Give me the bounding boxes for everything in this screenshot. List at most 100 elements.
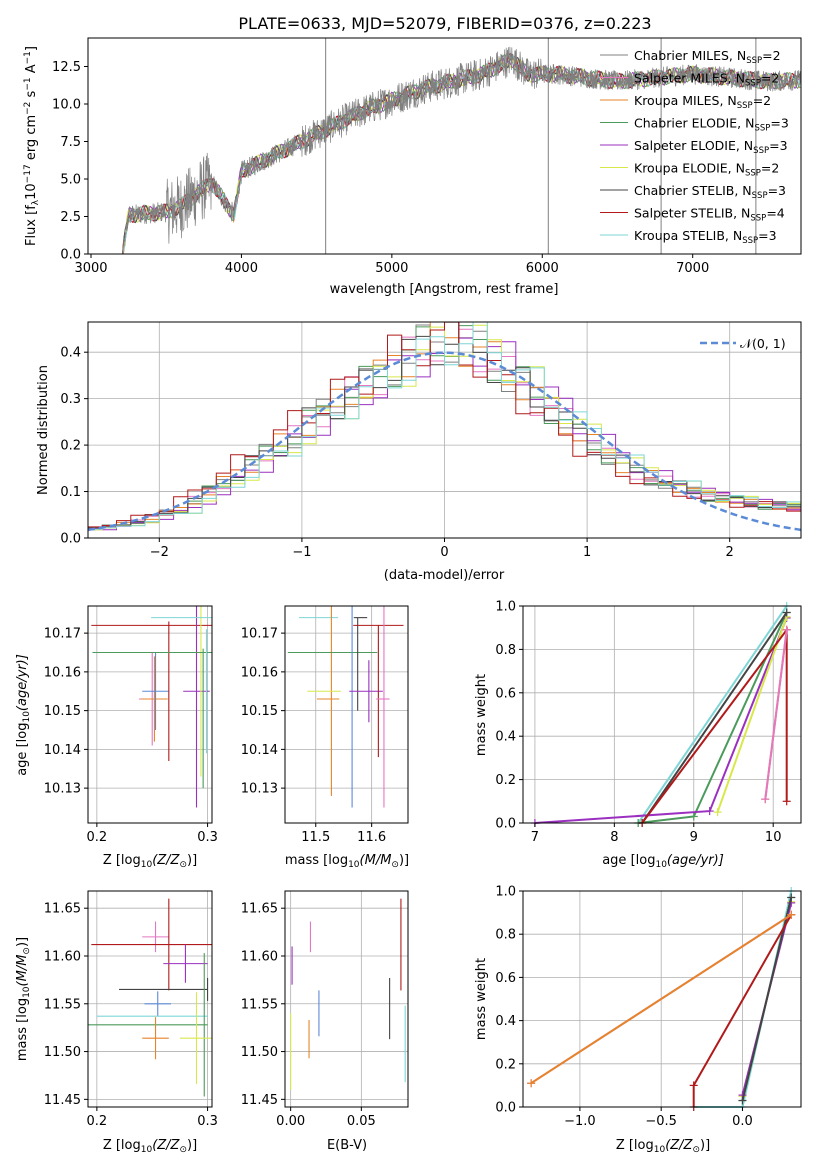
- y-tick-label: 11.45: [241, 1093, 278, 1108]
- residual-y-label: Normed distribution: [36, 365, 51, 495]
- mass-z-x-label: Z [log10(Z/Z⊙)]: [103, 1138, 197, 1155]
- mw-age-y-label: mass weight: [474, 674, 489, 756]
- y-tick-label: 0.4: [60, 346, 81, 361]
- observed-spectrum-line: [122, 46, 801, 254]
- mw-age-frame: [522, 605, 802, 824]
- legend-label: Chabrier STELIB, NSSP=3: [634, 183, 786, 201]
- y-tick-label: 0.2: [495, 773, 516, 788]
- mass-weight-line: [741, 897, 793, 1101]
- x-tick-label: −0.5: [645, 1114, 677, 1129]
- spectrum-legend: Chabrier MILES, NSSP=2 Salpeter MILES, NS…: [600, 48, 789, 246]
- x-tick-label: 0.2: [87, 1114, 108, 1129]
- mw-age-x-ticks: 7 8 9 10: [531, 823, 782, 845]
- legend-label: Chabrier ELODIE, NSSP=3: [634, 116, 789, 134]
- y-tick-label: 7.5: [60, 135, 81, 150]
- mw-age-y-ticks: 0.0 0.2 0.4 0.6 0.8 1.0: [495, 600, 523, 832]
- x-tick-label: 0.3: [197, 830, 218, 845]
- legend-label: Kroupa STELIB, NSSP=3: [634, 228, 777, 246]
- mass-ebv-frame: [284, 890, 409, 1108]
- x-tick-label: −1.0: [564, 1114, 596, 1129]
- residual-histogram-line: [88, 322, 801, 530]
- y-tick-label: 5.0: [60, 173, 81, 188]
- spectrum-x-ticks: 3000 4000 5000 6000 7000: [74, 254, 709, 276]
- residual-histogram-line: [88, 322, 801, 528]
- massweight-vs-age-panel: 7 8 9 10 0.0 0.2 0.4 0.6 0.8 1.0 age [log10(age/…: [474, 600, 802, 870]
- mass-weight-line: [764, 629, 788, 800]
- residual-x-ticks: −2 −1 0 1 2: [150, 538, 734, 560]
- mass-ebv-data-layer: [290, 898, 406, 1090]
- x-tick-label: −2: [150, 545, 169, 560]
- y-tick-label: 0.4: [495, 1014, 516, 1029]
- residual-clipped-group: [88, 322, 801, 532]
- age-mass-frame: [284, 605, 409, 824]
- y-tick-label: 10.14: [241, 743, 278, 758]
- age-z-y-ticks: 10.13 10.14 10.15 10.16 10.17: [44, 627, 88, 797]
- x-tick-label: −1: [292, 545, 311, 560]
- age-z-data-layer: [91, 606, 212, 808]
- y-tick-label: 0.8: [495, 928, 516, 943]
- y-tick-label: 11.55: [241, 997, 278, 1012]
- y-tick-label: 11.60: [44, 949, 81, 964]
- x-tick-label: 0.2: [87, 830, 108, 845]
- mass-ebv-y-ticks: 11.45 11.50 11.55 11.60 11.65: [241, 902, 285, 1108]
- y-tick-label: 0.4: [495, 730, 516, 745]
- spectrum-data-layer: [122, 38, 801, 254]
- x-tick-label: 0.05: [347, 1114, 376, 1129]
- y-tick-label: 11.45: [44, 1093, 81, 1108]
- x-tick-label: 3000: [74, 261, 107, 276]
- y-tick-label: 0.2: [60, 439, 81, 454]
- age-vs-mass-panel: 11.5 11.6 10.13 10.14 10.15 10.16 10.17 mass …: [241, 605, 409, 870]
- y-tick-label: 10.13: [44, 782, 81, 797]
- age-mass-data-layer: [287, 606, 404, 808]
- spectrum-x-label: wavelength [Angstrom, rest frame]: [330, 282, 559, 297]
- mw-z-x-ticks: −1.0 −0.5 0.0: [564, 1107, 753, 1129]
- age-z-y-label: age [log10(age/yr)]: [15, 654, 32, 776]
- age-vs-metallicity-panel: 0.2 0.3 10.13 10.14 10.15 10.16 10.17 Z [log1…: [15, 605, 218, 870]
- spectrum-y-label: Flux [fλ10−17 erg cm−2 s−1 A−1]: [23, 46, 41, 246]
- y-tick-label: 10.15: [241, 704, 278, 719]
- y-tick-label: 0.8: [495, 643, 516, 658]
- mw-age-data-layer: [530, 602, 791, 827]
- y-tick-label: 10.14: [44, 743, 81, 758]
- legend-label: Salpeter MILES, NSSP=2: [634, 71, 779, 89]
- y-tick-label: 11.55: [44, 997, 81, 1012]
- y-tick-label: 10.17: [241, 627, 278, 642]
- mass-ebv-grid: [285, 891, 408, 1107]
- clipped-group: [290, 898, 406, 1090]
- y-tick-label: 0.0: [60, 532, 81, 547]
- x-tick-label: 9: [690, 830, 698, 845]
- mass-z-frame: [87, 890, 213, 1108]
- y-tick-label: 1.0: [495, 885, 516, 900]
- legend-label: Kroupa MILES, NSSP=2: [634, 93, 771, 111]
- legend-label: Salpeter ELODIE, NSSP=3: [634, 138, 788, 156]
- residual-x-label: (data-model)/error: [384, 568, 505, 583]
- x-tick-label: 0.3: [197, 1114, 218, 1129]
- mw-z-y-label: mass weight: [474, 958, 489, 1040]
- mass-weight-line: [716, 616, 788, 813]
- residual-data-layer: [88, 322, 801, 532]
- x-tick-label: 1: [583, 545, 591, 560]
- y-tick-label: 0.3: [60, 392, 81, 407]
- y-tick-label: 1.0: [495, 600, 516, 615]
- clipped-group: [287, 606, 404, 808]
- normal-curve: [88, 351, 801, 532]
- age-mass-x-ticks: 11.5 11.6: [301, 823, 386, 845]
- y-tick-label: 10.15: [44, 704, 81, 719]
- clipped-group: [91, 606, 212, 808]
- x-tick-label: 2: [726, 545, 734, 560]
- residual-frame: [87, 321, 802, 539]
- age-z-x-label: Z [log10(Z/Z⊙)]: [103, 853, 197, 870]
- y-tick-label: 10.16: [241, 665, 278, 680]
- mw-z-data-layer: [527, 887, 796, 1111]
- age-mass-x-label: mass [log10(M/M⊙)]: [285, 853, 409, 870]
- spectrum-frame: [87, 37, 802, 255]
- mass-weight-line: [641, 611, 788, 824]
- x-tick-label: 10: [765, 830, 782, 845]
- y-tick-label: 0.2: [495, 1057, 516, 1072]
- spectrum-clipped-group: [122, 38, 801, 254]
- y-tick-label: 11.65: [241, 902, 278, 917]
- x-tick-label: 11.6: [357, 830, 386, 845]
- y-tick-label: 0.0: [60, 248, 81, 263]
- y-tick-label: 0.0: [495, 817, 516, 832]
- age-z-frame: [87, 605, 213, 824]
